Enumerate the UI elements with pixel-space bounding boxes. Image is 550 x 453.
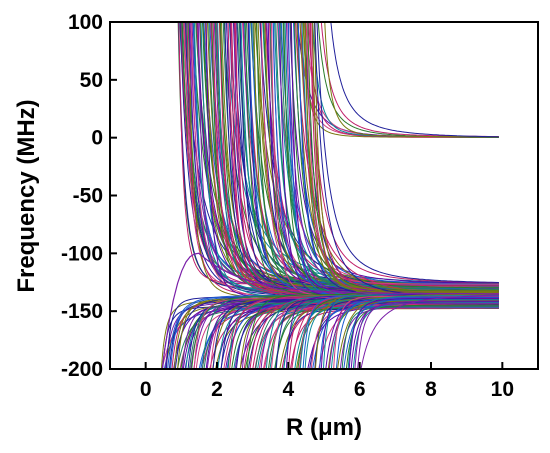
x-axis-label: R (μm) xyxy=(286,414,362,441)
middle-branch-curve xyxy=(303,22,499,298)
upper-branch-curve xyxy=(330,22,499,138)
y-tick-label: -100 xyxy=(61,242,103,265)
middle-branch-curve xyxy=(206,22,499,297)
y-axis-label: Frequency (MHz) xyxy=(13,99,40,292)
y-tick-label: 0 xyxy=(91,127,103,150)
y-tick-label: -150 xyxy=(61,300,103,323)
x-tick-label: 2 xyxy=(211,378,223,401)
x-tick-label: 0 xyxy=(140,378,152,401)
middle-branch-curve xyxy=(309,22,499,284)
lower-branch-curve xyxy=(341,306,499,369)
chart-curves xyxy=(160,22,499,369)
middle-branch-curve xyxy=(297,22,499,299)
upper-branch-curve xyxy=(304,22,499,138)
x-tick-label: 8 xyxy=(425,378,437,401)
y-tick-label: -200 xyxy=(61,358,103,381)
middle-branch-curve xyxy=(292,22,499,285)
middle-branch-curve xyxy=(297,22,499,286)
middle-branch-curve xyxy=(306,22,499,285)
middle-branch-curve xyxy=(290,22,499,285)
lower-branch-curve xyxy=(357,300,499,369)
middle-branch-curve xyxy=(316,22,499,283)
x-tick-label: 6 xyxy=(354,378,366,401)
middle-branch-curve xyxy=(311,22,499,294)
lower-branch-curve xyxy=(360,294,499,369)
middle-branch-curve xyxy=(307,22,499,292)
y-axis-ticks: 100 50 0 -50 -100 -150 -200 xyxy=(61,11,117,381)
lower-branch-curve xyxy=(354,302,499,369)
upper-branch-curve xyxy=(307,22,499,138)
middle-branch-curve xyxy=(287,22,499,294)
upper-branch-curve xyxy=(324,22,499,138)
middle-branch-curve xyxy=(313,22,499,293)
upper-branch-curve xyxy=(299,22,499,138)
y-tick-label: -50 xyxy=(73,185,103,208)
peaked-curve xyxy=(161,252,499,369)
middle-branch-curve xyxy=(301,22,499,287)
upper-branch-curve xyxy=(317,22,499,138)
lower-branch-curve xyxy=(347,295,499,369)
middle-branch-curve xyxy=(275,22,499,290)
y-tick-label: 100 xyxy=(68,11,103,34)
x-tick-label: 10 xyxy=(491,378,514,401)
middle-branch-curve xyxy=(304,22,499,291)
middle-branch-curve xyxy=(212,22,499,299)
x-axis-ticks: 0 2 4 6 8 10 xyxy=(140,362,514,401)
x-tick-label: 4 xyxy=(282,378,294,401)
lower-branch-curve xyxy=(348,297,499,369)
y-tick-label: 50 xyxy=(80,69,103,92)
middle-branch-curve xyxy=(314,22,499,299)
middle-branch-curve xyxy=(312,22,499,293)
upper-branch-curve xyxy=(320,22,499,137)
